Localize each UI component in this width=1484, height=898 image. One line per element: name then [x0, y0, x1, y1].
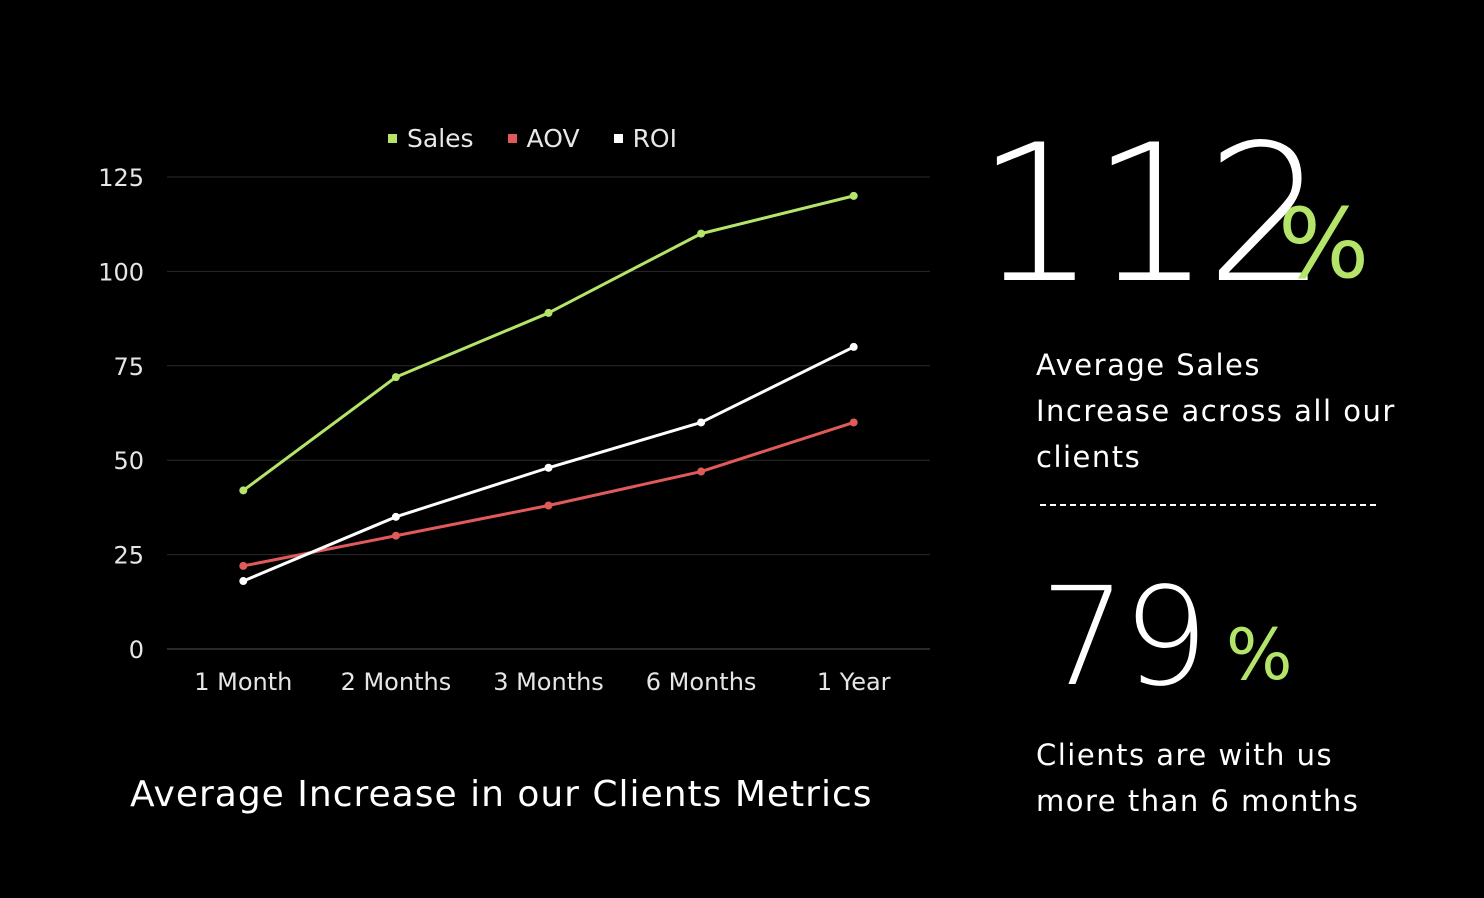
data-point-roi-4	[849, 342, 858, 351]
legend-item-roi: ROI	[613, 124, 677, 153]
y-tick-label-100: 100	[98, 258, 144, 286]
legend-item-sales: Sales	[388, 124, 474, 153]
x-tick-label-3-months: 3 Months	[493, 668, 604, 696]
chart-caption: Average Increase in our Clients Metrics	[130, 774, 873, 815]
legend-swatch-roi	[613, 134, 623, 143]
data-point-sales-0	[239, 486, 248, 495]
legend-swatch-sales	[388, 134, 397, 143]
data-point-aov-2	[544, 501, 553, 510]
series-line-sales	[242, 194, 855, 492]
chart-legend: Sales AOV ROI	[388, 124, 677, 153]
data-point-aov-4	[849, 418, 858, 427]
client-retention-description: Clients are with us more than 6 months	[1036, 738, 1360, 818]
sales-increase-percent-sign: %	[1278, 188, 1370, 300]
data-point-roi-2	[544, 463, 553, 472]
sales-increase-description: Average Sales Increase across all our cl…	[1036, 348, 1396, 474]
y-tick-label-125: 125	[98, 164, 144, 192]
data-point-roi-3	[697, 418, 706, 427]
series-line-aov	[243, 421, 855, 568]
y-tick-label-0: 0	[129, 636, 144, 664]
client-retention-percent-sign: %	[1226, 614, 1293, 696]
legend-swatch-aov	[507, 134, 517, 143]
data-point-aov-1	[391, 531, 400, 540]
y-tick-label-50: 50	[113, 447, 144, 475]
legend-label-aov: AOV	[526, 124, 580, 153]
data-point-roi-1	[391, 512, 400, 521]
x-tick-label-1-month: 1 Month	[194, 668, 292, 696]
client-retention-value: 79	[1040, 559, 1209, 717]
legend-label-sales: Sales	[407, 124, 474, 153]
data-point-roi-0	[239, 577, 248, 586]
legend-item-aov: AOV	[507, 124, 580, 153]
x-tick-label-2-months: 2 Months	[341, 668, 452, 696]
data-point-sales-2	[544, 308, 553, 317]
data-point-sales-1	[391, 373, 400, 382]
data-point-sales-3	[697, 229, 706, 238]
x-tick-label-1-year: 1 Year	[817, 668, 891, 696]
dashed-divider	[1040, 504, 1376, 506]
data-point-sales-4	[849, 191, 858, 200]
y-tick-label-75: 75	[113, 353, 144, 381]
x-tick-label-6-months: 6 Months	[646, 668, 757, 696]
data-point-aov-0	[239, 561, 248, 570]
sales-increase-value: 112	[976, 104, 1327, 325]
legend-label-roi: ROI	[632, 124, 677, 153]
line-chart: 0 25 50 75 100 125 1 Month 2 Months 3 Months 6 Mo…	[98, 164, 930, 696]
y-tick-label-25: 25	[113, 542, 144, 570]
data-point-aov-3	[697, 467, 706, 476]
